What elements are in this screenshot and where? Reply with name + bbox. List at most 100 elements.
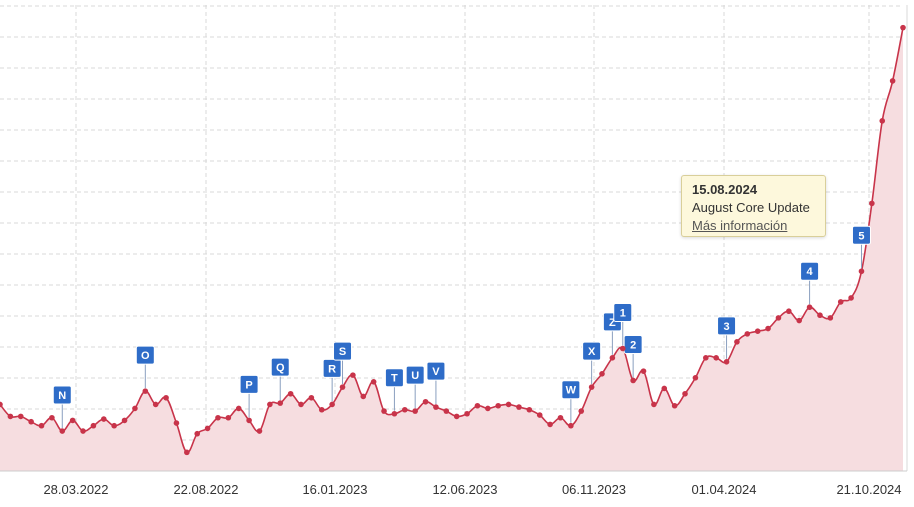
event-marker-label: S	[339, 346, 346, 358]
data-point	[879, 118, 886, 124]
event-markers[interactable]: N O P Q RS T U V W X Z1 2 3 4 5	[52, 225, 871, 429]
x-axis: 28.03.2022 22.08.2022 16.01.2023 12.06.2023…	[0, 470, 907, 497]
data-point	[7, 413, 14, 420]
data-point	[443, 408, 450, 414]
data-point	[308, 394, 315, 401]
data-point	[412, 408, 418, 414]
data-point	[433, 404, 439, 410]
data-point	[858, 268, 865, 275]
data-point	[132, 405, 138, 412]
data-point	[59, 428, 66, 434]
event-marker-label: R	[328, 363, 336, 375]
event-marker-4[interactable]: 4	[800, 261, 820, 305]
event-marker-label: Q	[276, 362, 285, 374]
event-marker-label: V	[432, 366, 440, 378]
data-point	[557, 414, 564, 421]
event-marker-X[interactable]: X	[582, 341, 602, 385]
event-marker-box	[851, 225, 871, 245]
event-marker-S[interactable]: S	[333, 341, 353, 385]
data-point	[422, 398, 429, 405]
data-point	[28, 418, 34, 425]
event-marker-box	[52, 385, 72, 405]
event-marker-R[interactable]: R	[322, 358, 342, 402]
data-point	[121, 417, 128, 424]
data-point	[640, 368, 647, 374]
event-tooltip: 15.08.2024 August Core Update Más inform…	[681, 175, 826, 237]
data-point	[267, 401, 273, 408]
data-point	[38, 422, 45, 429]
event-marker-P[interactable]: P	[239, 374, 259, 418]
tooltip-more-info-link[interactable]: Más información	[692, 218, 788, 233]
event-marker-U[interactable]: U	[405, 365, 425, 409]
data-point	[318, 406, 325, 413]
data-point	[900, 24, 906, 31]
event-marker-T[interactable]: T	[384, 368, 404, 411]
event-marker-Q[interactable]: Q	[270, 357, 290, 401]
event-marker-2[interactable]: 2	[623, 334, 643, 378]
data-point	[173, 420, 180, 426]
data-point	[152, 401, 159, 408]
data-point	[568, 422, 574, 429]
data-point	[505, 401, 512, 408]
data-point	[80, 428, 86, 434]
data-point	[235, 405, 242, 412]
event-marker-label: P	[245, 379, 252, 391]
x-tick-label: 21.10.2024	[836, 482, 901, 497]
data-point	[464, 410, 470, 417]
data-point	[111, 422, 117, 429]
data-point	[869, 200, 875, 207]
data-point	[671, 402, 678, 409]
event-marker-label: 3	[723, 321, 729, 333]
data-point	[837, 299, 844, 305]
data-point	[17, 413, 24, 420]
data-point	[682, 390, 688, 397]
data-point	[401, 406, 408, 413]
data-point	[277, 400, 284, 406]
event-marker-label: U	[411, 370, 419, 382]
data-point	[204, 425, 211, 432]
event-marker-1[interactable]: 1	[613, 303, 633, 346]
x-tick-label: 12.06.2023	[432, 482, 497, 497]
data-point	[69, 417, 76, 424]
data-point	[526, 406, 533, 413]
data-point	[609, 355, 616, 361]
data-point	[287, 390, 294, 397]
data-point	[578, 408, 585, 414]
data-point	[495, 402, 502, 409]
data-point	[848, 295, 854, 301]
data-point	[536, 412, 543, 418]
data-point	[90, 422, 97, 429]
data-point	[827, 315, 834, 321]
data-point	[775, 315, 782, 321]
event-marker-box	[135, 345, 155, 365]
event-marker-3[interactable]: 3	[717, 316, 737, 359]
data-point	[339, 384, 346, 390]
data-point	[588, 384, 595, 390]
event-marker-5[interactable]: 5	[851, 225, 871, 269]
event-marker-box	[717, 316, 737, 336]
data-point	[100, 416, 107, 422]
data-point	[485, 405, 491, 412]
data-point	[0, 401, 3, 408]
event-marker-box	[582, 341, 602, 361]
event-marker-box	[561, 380, 581, 400]
event-marker-O[interactable]: O	[135, 345, 155, 389]
data-point	[713, 355, 719, 361]
series-area-fill	[0, 27, 903, 472]
data-point	[630, 377, 636, 384]
data-point	[360, 393, 367, 400]
event-marker-W[interactable]: W	[561, 380, 581, 423]
data-point	[391, 410, 398, 417]
event-marker-label: Z	[609, 317, 616, 329]
data-point	[619, 345, 626, 352]
event-marker-label: X	[588, 346, 596, 358]
event-marker-box	[333, 341, 353, 361]
event-marker-N[interactable]: N	[52, 385, 72, 429]
event-marker-label: 2	[630, 339, 636, 351]
event-marker-V[interactable]: V	[426, 361, 446, 405]
x-tick-label: 01.04.2024	[691, 482, 756, 497]
x-tick-label: 22.08.2022	[173, 482, 238, 497]
event-marker-box	[322, 358, 342, 378]
